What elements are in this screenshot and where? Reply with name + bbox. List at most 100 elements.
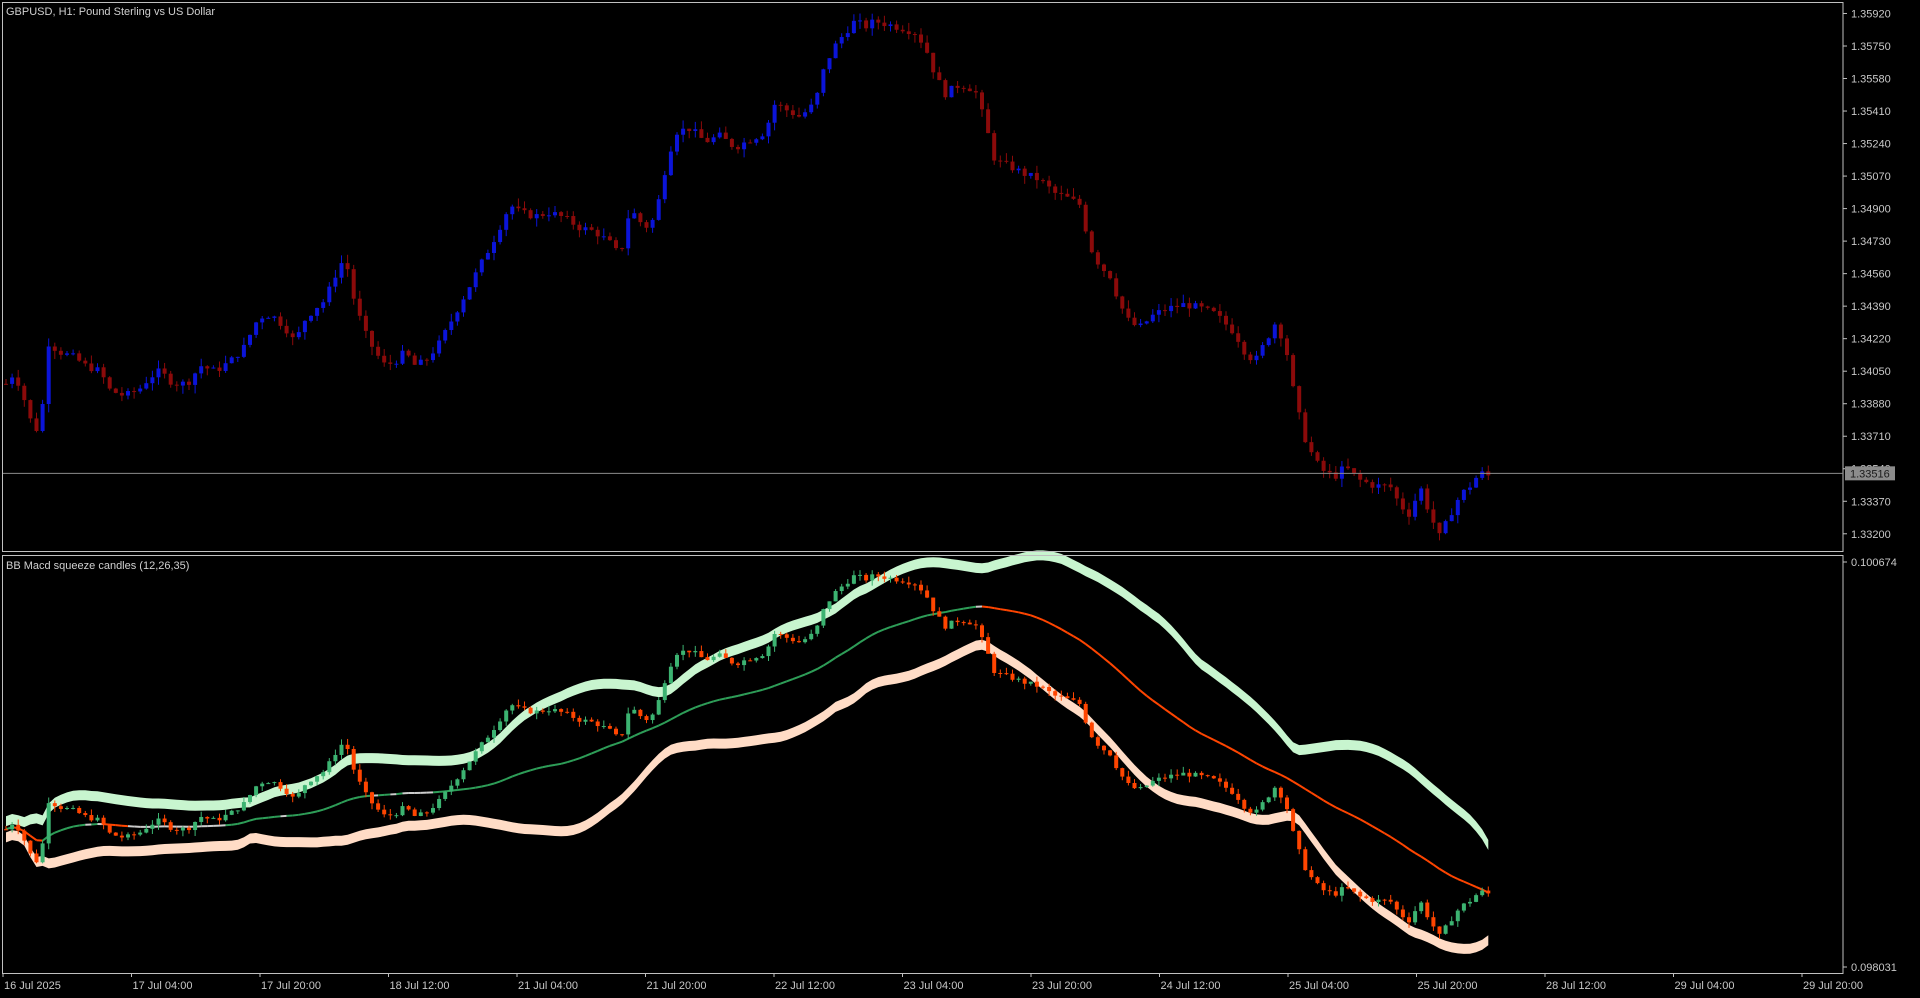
indicator-candle (22, 828, 27, 846)
candle-body (1461, 903, 1466, 911)
middle-line-segment (1213, 738, 1221, 744)
middle-line-segment (225, 823, 232, 827)
price-candle (1358, 470, 1363, 488)
candle-body (357, 769, 362, 782)
candle-body (980, 92, 984, 110)
middle-line-segment (396, 792, 403, 796)
candle-body (784, 634, 789, 638)
main-price-pane[interactable] (4, 13, 1491, 541)
indicator-candle (1254, 806, 1259, 816)
price-candle (1144, 320, 1149, 325)
price-candle (510, 204, 515, 220)
candle-body (168, 822, 173, 830)
candle-body (1291, 355, 1296, 387)
indicator-candle (1291, 807, 1296, 832)
candle-body (1407, 917, 1411, 923)
indicator-candle (662, 680, 667, 703)
middle-line-segment (1012, 610, 1019, 614)
middle-line-segment (951, 608, 958, 612)
indicator-candle (1413, 906, 1418, 925)
candle-body (10, 377, 15, 384)
indicator-candle (607, 723, 612, 730)
middle-line-segment (554, 762, 562, 766)
indicator-candle (821, 608, 826, 628)
middle-line-segment (603, 744, 611, 750)
indicator-candle (565, 708, 570, 714)
indicator-candle (248, 794, 252, 804)
price-candle (1083, 201, 1088, 234)
candle-body (1126, 776, 1131, 783)
candle-body (1327, 470, 1332, 473)
candle-body (479, 742, 484, 752)
candle-body (614, 240, 618, 249)
candle-body (406, 806, 411, 810)
candle-body (1394, 901, 1399, 910)
candle-body (1205, 306, 1210, 308)
candle-body (1181, 303, 1186, 308)
price-candle (168, 370, 173, 388)
price-candle (845, 26, 850, 41)
middle-line-segment (1298, 784, 1306, 790)
indicator-candle (1034, 676, 1039, 693)
candle-body (699, 129, 704, 138)
indicator-candle (583, 716, 588, 725)
candle-body (382, 809, 387, 815)
candle-body (1187, 772, 1192, 777)
candle-body (193, 821, 198, 831)
price-candle (797, 107, 801, 118)
middle-line-segment (1408, 848, 1416, 854)
middle-line-segment (658, 721, 666, 727)
indicator-candle (437, 795, 442, 811)
indicator-candle (1163, 773, 1167, 782)
candle-body (760, 136, 765, 140)
candle-body (315, 776, 320, 782)
candle-body (595, 229, 600, 237)
indicator-pane[interactable] (4, 550, 1491, 954)
middle-line-segment (1402, 844, 1410, 850)
price-candle (205, 365, 210, 376)
middle-line-segment (524, 769, 531, 774)
time-axis: 16 Jul 2025 17 Jul 04:00 17 Jul 20:00 18 Ju… (2, 973, 1863, 992)
candle-body (4, 383, 8, 385)
price-axis: 1.35920 1.35750 1.35580 1.35410 1.35240 1.350… (3, 8, 1895, 541)
indicator-candle (492, 725, 496, 743)
price-candle (1175, 298, 1180, 314)
candle-body (187, 381, 191, 385)
indicator-candle (553, 704, 557, 713)
middle-line-segment (316, 808, 324, 813)
indicator-candle (327, 758, 332, 775)
price-candle (412, 352, 417, 366)
candle-body (601, 236, 606, 238)
middle-line-segment (713, 698, 720, 703)
indicator-candle (1315, 876, 1320, 885)
indicator-candle (1077, 697, 1082, 707)
price-candle (467, 286, 472, 300)
middle-line-segment (1359, 818, 1367, 824)
candle-body (662, 683, 667, 701)
price-candle (742, 137, 747, 158)
indicator-candle (1352, 888, 1357, 894)
price-candle (1394, 485, 1399, 506)
middle-line-segment (475, 785, 482, 789)
candle-body (1169, 774, 1174, 779)
indicator-candle (10, 822, 15, 833)
middle-line-segment (60, 827, 68, 832)
candle-body (955, 85, 960, 88)
candle-body (1321, 883, 1326, 891)
candle-body (1333, 891, 1338, 896)
indicator-candle (156, 812, 161, 830)
candle-body (1309, 442, 1314, 453)
indicator-candle (1321, 880, 1326, 896)
candle-body (821, 69, 826, 93)
middle-line-segment (1390, 836, 1398, 842)
indicator-candle (1419, 900, 1424, 914)
candle-body (931, 597, 936, 612)
indicator-candle (4, 825, 8, 831)
candle-body (803, 639, 808, 643)
indicator-candle (510, 703, 515, 715)
candle-body (809, 633, 814, 640)
candle-body (766, 122, 771, 137)
price-candle (302, 320, 307, 340)
indicator-candle (1089, 721, 1094, 739)
